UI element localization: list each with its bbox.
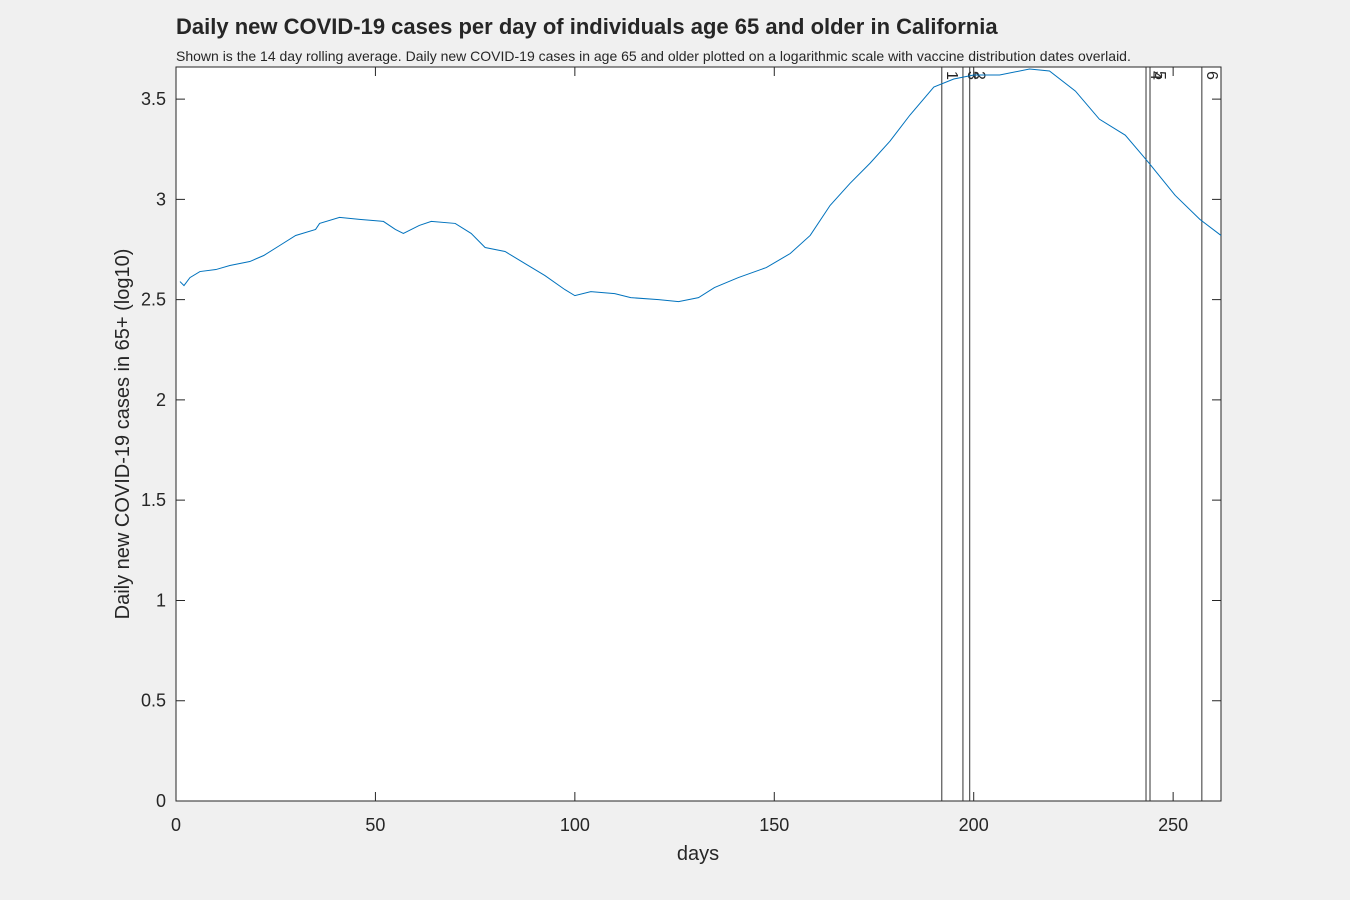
x-tick-label: 100 xyxy=(560,815,590,835)
x-tick-label: 200 xyxy=(959,815,989,835)
data-line xyxy=(179,68,1222,303)
y-tick-label: 0.5 xyxy=(141,691,166,711)
y-tick-label: 1.5 xyxy=(141,490,166,510)
vaccine-label: 5 xyxy=(1151,71,1168,80)
y-tick-label: 3 xyxy=(156,189,166,209)
y-tick-label: 0 xyxy=(156,791,166,811)
y-tick-label: 2.5 xyxy=(141,290,166,310)
vaccine-label: 4 xyxy=(1147,71,1164,80)
chart-subtitle: Shown is the 14 day rolling average. Dai… xyxy=(176,48,1131,64)
vaccine-label: 1 xyxy=(943,71,960,80)
y-axis-label: Daily new COVID-19 cases in 65+ (log10) xyxy=(112,249,134,620)
y-tick-label: 2 xyxy=(156,390,166,410)
chart-title: Daily new COVID-19 cases per day of indi… xyxy=(176,14,998,39)
vaccine-label: 6 xyxy=(1203,71,1220,80)
y-tick-label: 3.5 xyxy=(141,89,166,109)
x-tick-label: 150 xyxy=(759,815,789,835)
x-tick-label: 250 xyxy=(1158,815,1188,835)
plot-area xyxy=(175,66,1222,802)
x-tick-label: 50 xyxy=(365,815,385,835)
x-axis-label: days xyxy=(677,843,719,865)
y-tick-label: 1 xyxy=(156,590,166,610)
x-tick-label: 0 xyxy=(171,815,181,835)
